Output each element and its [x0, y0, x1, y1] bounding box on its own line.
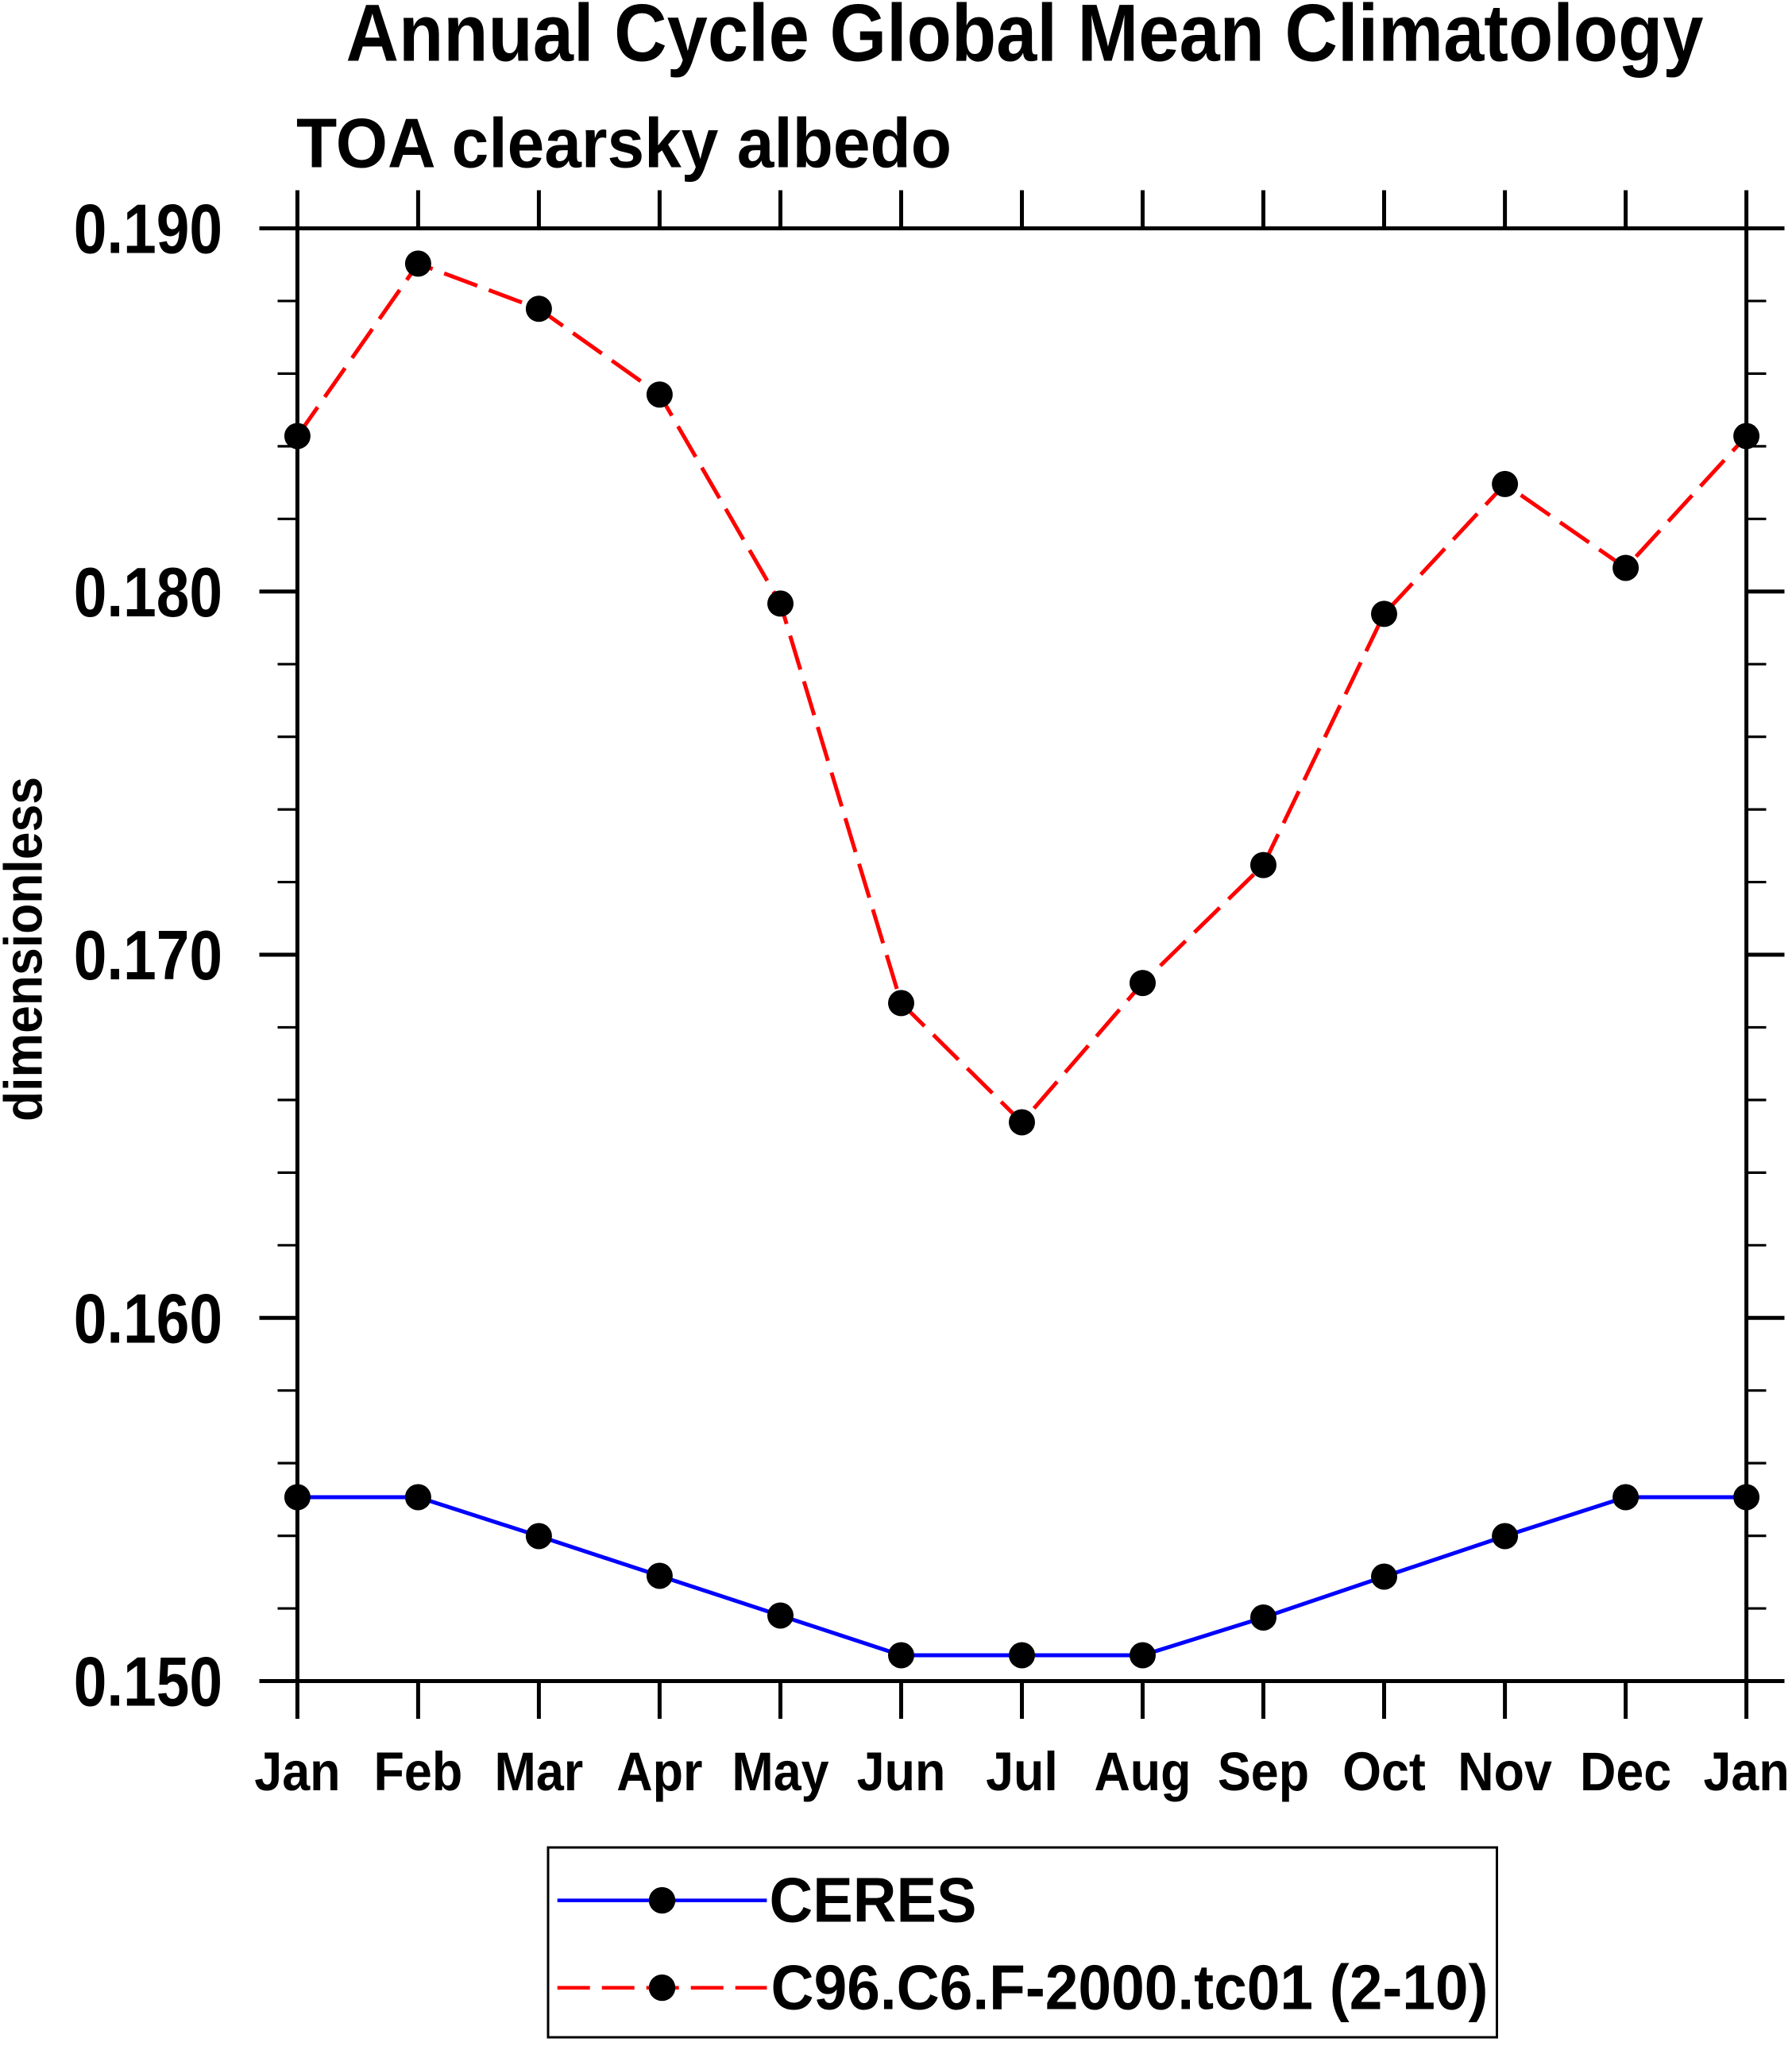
svg-text:Mar: Mar	[495, 1741, 584, 1802]
svg-text:CERES: CERES	[770, 1864, 977, 1935]
svg-text:Dec: Dec	[1580, 1741, 1671, 1802]
svg-text:0.150: 0.150	[74, 1643, 222, 1721]
svg-text:Nov: Nov	[1458, 1741, 1552, 1802]
svg-text:Jan: Jan	[254, 1741, 340, 1802]
svg-text:Oct: Oct	[1342, 1741, 1426, 1802]
svg-text:Sep: Sep	[1218, 1741, 1309, 1802]
svg-text:Jul: Jul	[986, 1741, 1058, 1802]
svg-text:Aug: Aug	[1094, 1741, 1191, 1802]
svg-text:C96.C6.F-2000.tc01 (2-10): C96.C6.F-2000.tc01 (2-10)	[771, 1952, 1489, 2022]
svg-text:Feb: Feb	[374, 1741, 463, 1802]
svg-text:dimensionless: dimensionless	[0, 777, 54, 1122]
svg-text:May: May	[732, 1741, 828, 1802]
svg-text:Jan: Jan	[1704, 1741, 1790, 1802]
svg-text:Apr: Apr	[616, 1741, 702, 1802]
svg-text:Annual Cycle Global Mean Clima: Annual Cycle Global Mean Climatology	[346, 0, 1704, 79]
svg-text:Jun: Jun	[857, 1741, 946, 1802]
svg-text:0.160: 0.160	[74, 1279, 222, 1357]
svg-text:TOA clearsky albedo: TOA clearsky albedo	[296, 104, 952, 183]
svg-text:0.170: 0.170	[74, 916, 222, 994]
svg-text:0.190: 0.190	[74, 190, 222, 268]
svg-text:0.180: 0.180	[74, 553, 222, 631]
